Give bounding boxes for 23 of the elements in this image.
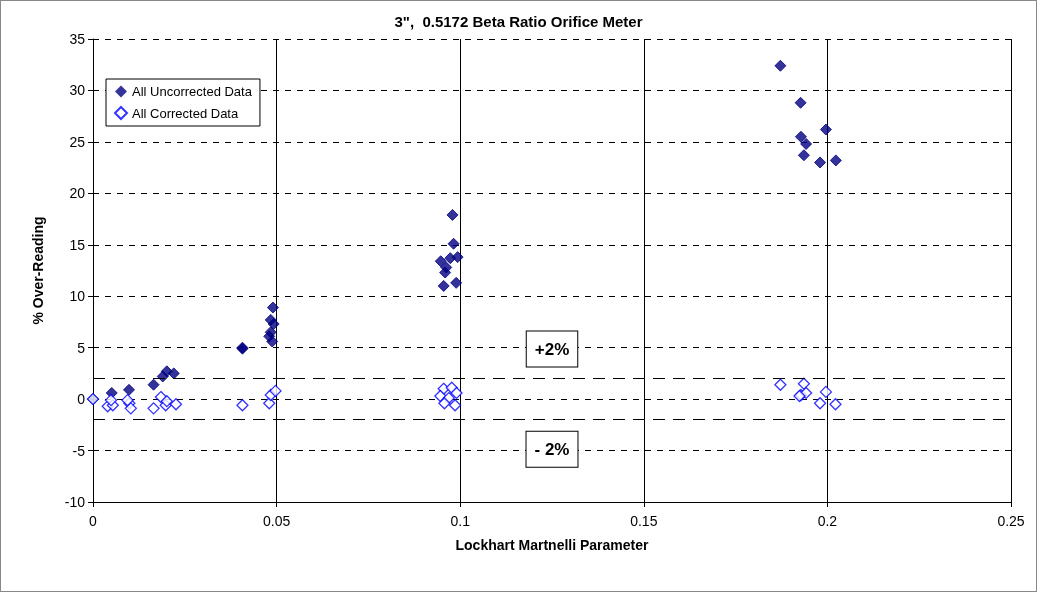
y-tick-label: 10 bbox=[69, 288, 86, 305]
x-axis-title: Lockhart Martnelli Parameter bbox=[455, 537, 650, 553]
y-tick-label: 5 bbox=[77, 339, 86, 356]
chart-title: 3", 0.5172 Beta Ratio Orifice Meter bbox=[394, 13, 643, 30]
legend-label: All Uncorrected Data bbox=[132, 84, 253, 99]
y-tick-label: 30 bbox=[69, 82, 86, 99]
y-tick-label: 25 bbox=[69, 133, 86, 150]
y-tick-label: 20 bbox=[69, 185, 86, 202]
y-axis-title: % Over-Reading bbox=[30, 216, 46, 325]
y-tick-label: 0 bbox=[77, 391, 86, 408]
y-tick-label: 35 bbox=[69, 31, 86, 47]
x-tick-label: 0.1 bbox=[450, 513, 471, 529]
legend-label: All Corrected Data bbox=[132, 105, 239, 121]
x-tick-label: 0.25 bbox=[997, 513, 1025, 529]
x-tick-label: 0.2 bbox=[817, 513, 838, 529]
x-tick-label: 0 bbox=[89, 513, 98, 529]
y-tick-label: 15 bbox=[69, 236, 86, 253]
ref-line-label: +2% bbox=[534, 339, 570, 359]
x-tick-label: 0.15 bbox=[630, 513, 658, 529]
y-tick-label: -10 bbox=[64, 494, 86, 510]
ref-line-label: - 2% bbox=[534, 439, 570, 459]
y-tick-label: -5 bbox=[72, 442, 86, 459]
x-tick-label: 0.05 bbox=[262, 513, 291, 529]
